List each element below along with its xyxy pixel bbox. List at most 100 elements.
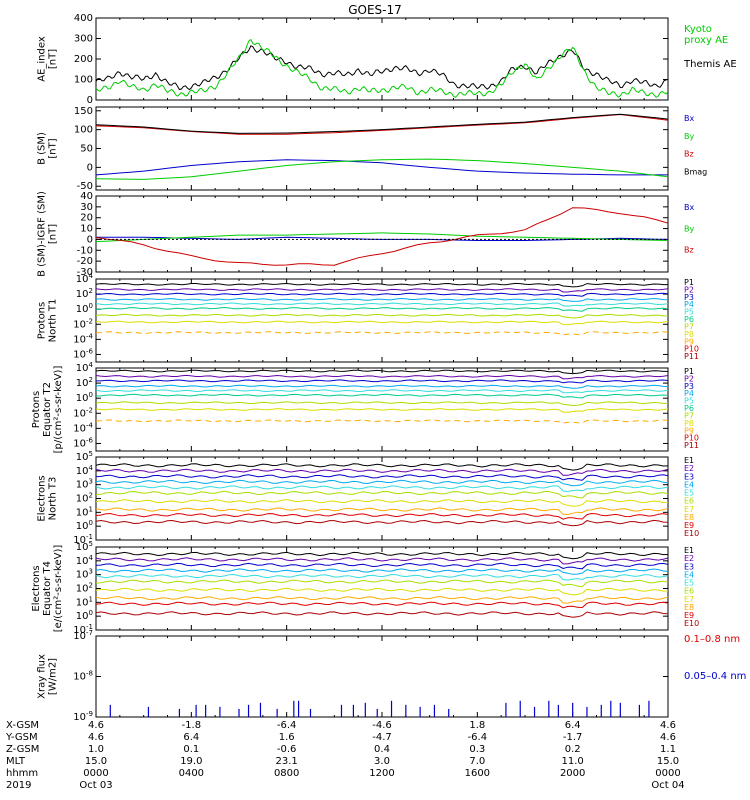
flux-channel-E8: [96, 595, 668, 604]
xaxis-row-value: -6.4: [277, 720, 297, 731]
y-axis-label: Equator T4: [42, 561, 53, 616]
y-tick-label: 102: [76, 376, 93, 389]
legend-label: Bz: [684, 246, 694, 255]
legend-label: E9: [684, 611, 694, 620]
legend-label: P8: [684, 330, 694, 339]
y-tick-label: 102: [76, 287, 93, 300]
y-tick-label: 10-4: [73, 421, 93, 434]
y-axis-label: [nT]: [48, 224, 59, 244]
y-tick-label: -50: [77, 181, 93, 192]
xaxis-row-value: 1200: [369, 768, 394, 779]
y-tick-label: 101: [76, 595, 93, 608]
y-tick-label: 10-2: [73, 406, 93, 419]
panel-data: [96, 113, 668, 180]
xaxis-row-label: hhmm: [6, 768, 38, 779]
y-tick-label: 10-6: [73, 347, 93, 360]
series-line-bz: [96, 207, 668, 266]
panel-data: [96, 282, 668, 336]
y-tick-label: 100: [76, 609, 93, 622]
panel-8: 10-7 10-8 10-9 Xray flux [W/m2] 0.1–0.8 nm 0.0…: [37, 629, 747, 723]
xaxis-row-value: 23.1: [276, 756, 298, 767]
legend-label: E7: [684, 505, 694, 514]
flux-channel-E10: [96, 519, 668, 527]
y-tick-label: 105: [76, 540, 93, 553]
y-tick-label: 101: [76, 505, 93, 518]
y-tick-label: 200: [74, 54, 93, 65]
xaxis-row-value: 1.6: [279, 732, 295, 743]
flux-channel-P4: [96, 384, 668, 389]
legend-label: E2: [684, 464, 694, 473]
y-axis-label: [nT]: [48, 138, 59, 158]
legend-label: P3: [684, 293, 694, 302]
y-tick-label: 105: [76, 450, 93, 463]
series-line-bx: [96, 159, 668, 176]
xaxis-row-label: Y-GSM: [5, 732, 38, 743]
legend-label: P8: [684, 419, 694, 428]
legend-label: E10: [684, 619, 699, 628]
legend-label: P7: [684, 322, 694, 331]
legend-label: P1: [684, 367, 694, 376]
xaxis-row-value: 4.6: [660, 732, 676, 743]
flux-channel-P9: [96, 331, 668, 336]
panel-5: 104 102 100 10-2 10-4 10-6 Protons Equator T2 [p…: [31, 361, 699, 453]
y-tick-label: 400: [74, 13, 93, 24]
flux-channel-P3: [96, 379, 668, 384]
panel-frame: [95, 195, 669, 273]
xaxis-row-value: 1.1: [660, 744, 676, 755]
flux-channel-E1: [96, 463, 668, 471]
xaxis-row-value: 11.0: [562, 756, 584, 767]
xaxis-row-value: -0.6: [277, 744, 297, 755]
panel-data: [96, 38, 668, 99]
legend-label: P9: [684, 337, 694, 346]
y-tick-label: 10-6: [73, 436, 93, 449]
xaxis-row-value: 0000: [655, 768, 680, 779]
flux-channel-P2: [96, 374, 668, 380]
y-tick-label: 102: [76, 492, 93, 505]
flux-channel-E9: [96, 512, 668, 520]
xaxis-row-label: X-GSM: [6, 720, 39, 731]
panel-data: [96, 463, 668, 527]
xaxis-row-value: 0.2: [565, 744, 581, 755]
flux-channel-E5: [96, 573, 668, 581]
legend-label: P1: [684, 278, 694, 287]
y-tick-label: 104: [76, 361, 94, 374]
y-tick-label: 10-9: [73, 710, 93, 723]
y-tick-label: 300: [74, 34, 93, 45]
y-tick-label: 10: [80, 224, 93, 235]
y-tick-label: 150: [74, 106, 93, 117]
y-tick-label: -30: [77, 267, 93, 278]
y-axis-label: [W/m2]: [48, 658, 59, 695]
legend-label: Bmag: [684, 167, 707, 176]
series-line-by: [96, 158, 668, 180]
y-axis-label: Electrons: [37, 475, 48, 521]
xaxis-row-value: 0.3: [469, 744, 485, 755]
legend-label: Themis AE: [683, 59, 737, 70]
y-tick-label: 50: [80, 144, 93, 155]
flux-channel-P8: [96, 408, 668, 413]
y-tick-label: 104: [76, 272, 94, 285]
xaxis-row-value: 6.4: [183, 732, 199, 743]
legend-label: E9: [684, 521, 694, 530]
flux-channel-P9: [96, 419, 668, 424]
xaxis-row-value: 2000: [560, 768, 585, 779]
xaxis-row-value: 0000: [83, 768, 108, 779]
xaxis-row-label: Z-GSM: [6, 744, 39, 755]
y-tick-label: 0: [87, 95, 93, 106]
y-tick-label: 10-1: [73, 533, 93, 546]
y-tick-label: 0: [87, 234, 93, 245]
xaxis-row-value: 0.1: [183, 744, 199, 755]
series-line-kyoto-proxy-ae: [96, 38, 668, 99]
legend-label: E3: [684, 562, 694, 571]
legend-label: E1: [684, 456, 694, 465]
flux-channel-E8: [96, 507, 668, 516]
xaxis-row-value: 4.6: [88, 720, 104, 731]
legend-label: E7: [684, 595, 694, 604]
y-tick-label: 40: [80, 191, 93, 202]
legend-label: Bx: [684, 114, 694, 123]
y-tick-label: 100: [76, 519, 93, 532]
y-tick-label: 100: [76, 302, 93, 315]
legend-label: P4: [684, 389, 694, 398]
y-tick-label: 100: [74, 75, 93, 86]
y-tick-label: 10-8: [73, 670, 93, 683]
